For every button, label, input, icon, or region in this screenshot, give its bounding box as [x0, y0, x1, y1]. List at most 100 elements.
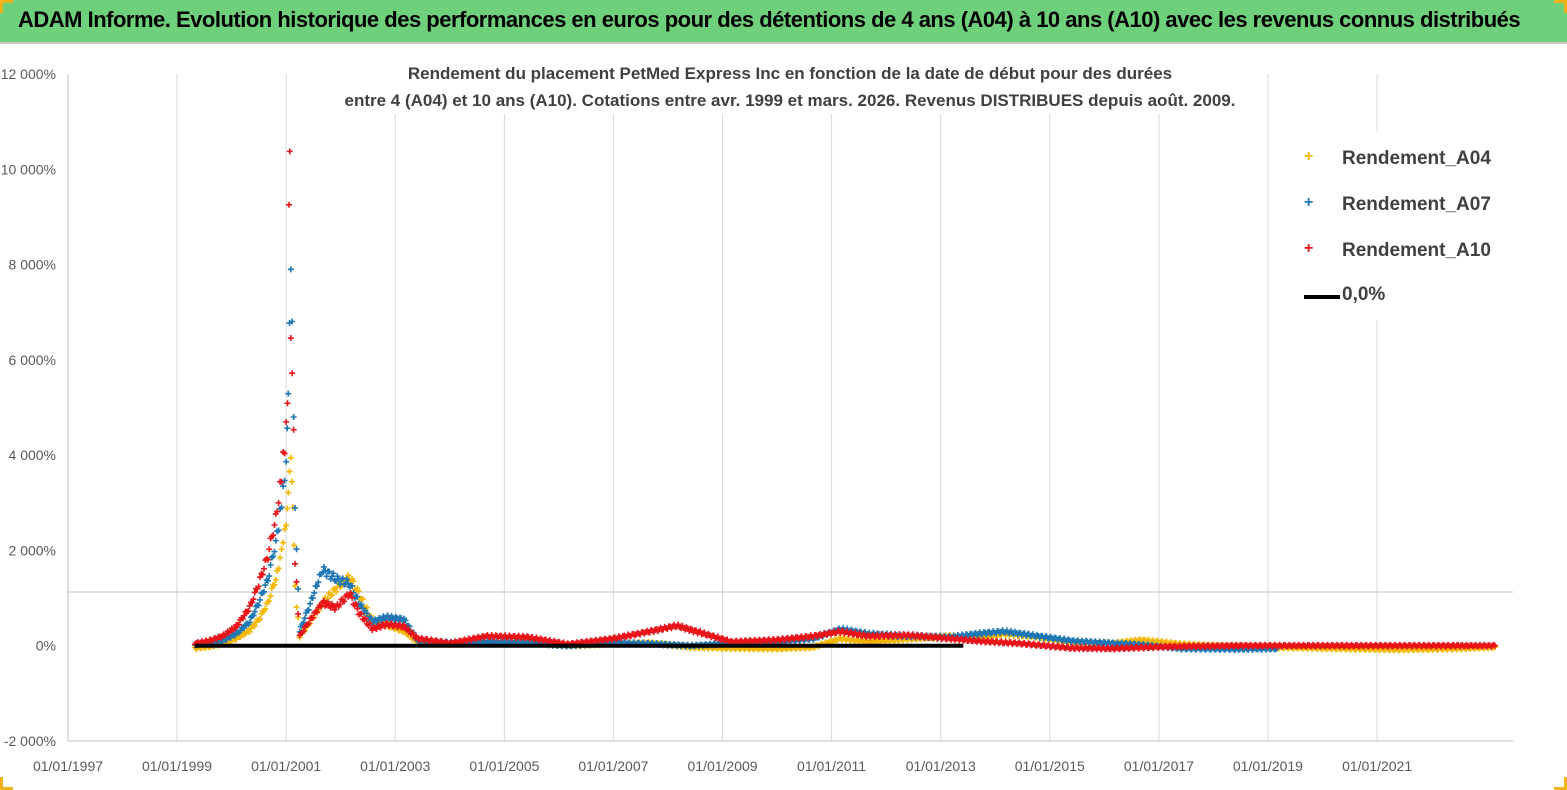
corner-mark: [1554, 777, 1567, 790]
data-point: [275, 527, 282, 534]
data-point: [270, 532, 277, 539]
data-point: [277, 554, 284, 561]
data-point: [271, 548, 278, 555]
data-point: [363, 610, 370, 617]
data-point: [231, 625, 238, 632]
data-point: [333, 588, 340, 595]
data-point: [268, 585, 275, 592]
data-point: [262, 582, 269, 589]
legend-item-a04: + Rendement_A04: [1278, 146, 1514, 176]
data-point: [293, 604, 300, 611]
data-point: [280, 539, 287, 546]
data-point: [311, 589, 318, 596]
data-point: [241, 612, 248, 619]
data-point: [362, 615, 369, 622]
data-point: [366, 620, 373, 627]
data-point: [291, 582, 298, 589]
data-point: [300, 628, 307, 635]
data-point: [358, 610, 365, 617]
legend-label: Rendement_A04: [1342, 148, 1491, 169]
y-tick-label: 10 000%: [1, 161, 56, 177]
data-point: [251, 622, 258, 629]
data-point: [249, 599, 256, 606]
data-point: [281, 526, 288, 533]
data-point: [274, 508, 281, 515]
legend-label: 0,0%: [1342, 284, 1386, 305]
axes: 01/01/1997 01/01/1999 01/01/2001 01/01/2003…: [1, 66, 1513, 774]
data-point: [257, 615, 264, 622]
chart-title-line-1: Rendement du placement PetMed Express In…: [407, 64, 1173, 83]
corner-mark: [0, 777, 13, 790]
data-point: [295, 585, 302, 592]
data-point: [345, 572, 352, 579]
data-point: [250, 596, 257, 603]
data-point: [266, 546, 273, 553]
x-tick-label: 01/01/2019: [1233, 758, 1303, 774]
data-point: [290, 413, 297, 420]
x-tick-label: 01/01/2007: [578, 758, 648, 774]
data-point: [271, 581, 278, 588]
data-point: [301, 615, 308, 622]
data-point: [245, 607, 252, 614]
data-point: [341, 598, 348, 605]
data-point: [266, 598, 273, 605]
data-point: [1491, 642, 1498, 649]
data-point: [363, 604, 370, 611]
data-point: [355, 588, 362, 595]
data-point: [330, 570, 337, 577]
data-point: [305, 620, 312, 627]
data-point: [267, 592, 274, 599]
x-tick-label: 01/01/2015: [1015, 758, 1085, 774]
plus-marker-icon: +: [1304, 194, 1314, 211]
data-point: [289, 370, 296, 377]
data-point: [354, 593, 361, 600]
x-tick-label: 01/01/2017: [1124, 758, 1194, 774]
data-point: [337, 601, 344, 608]
y-tick-label: 2 000%: [9, 542, 56, 558]
data-point: [264, 556, 271, 563]
data-point: [326, 568, 333, 575]
y-tick-label: 8 000%: [9, 257, 56, 273]
data-point: [293, 546, 300, 553]
data-point: [291, 504, 298, 511]
data-point: [353, 601, 360, 608]
data-point: [262, 605, 269, 612]
data-point: [278, 546, 285, 553]
chart-title: Rendement du placement PetMed Express In…: [320, 60, 1260, 114]
data-point: [239, 615, 246, 622]
data-point: [347, 590, 354, 597]
data-point: [402, 617, 409, 624]
data-point: [266, 573, 273, 580]
corner-mark: [1554, 0, 1567, 13]
legend-item-a10: + Rendement_A10: [1278, 238, 1514, 268]
data-point: [246, 619, 253, 626]
data-point: [286, 468, 293, 475]
data-point: [320, 597, 327, 604]
data-point: [272, 537, 279, 544]
data-point: [309, 614, 316, 621]
data-point: [350, 578, 357, 585]
data-point: [255, 583, 262, 590]
data-point: [246, 602, 253, 609]
data-point: [320, 563, 327, 570]
data-point: [289, 318, 296, 325]
x-tick-label: 01/01/2003: [360, 758, 430, 774]
x-tick-label: 01/01/2001: [251, 758, 321, 774]
y-tick-label: -2 000%: [4, 733, 56, 749]
data-point: [339, 575, 346, 582]
report-title: ADAM Informe. Evolution historique des p…: [18, 7, 1521, 32]
data-point: [328, 592, 335, 599]
data-point: [349, 582, 356, 589]
data-point: [313, 609, 320, 616]
data-point: [267, 562, 274, 569]
data-point: [287, 335, 294, 342]
data-point: [323, 573, 330, 580]
x-tick-label: 01/01/2005: [469, 758, 539, 774]
series-rendement-a07: [191, 266, 1280, 654]
x-tick-label: 01/01/2021: [1342, 758, 1412, 774]
data-point: [283, 418, 290, 425]
data-point: [354, 605, 361, 612]
line-marker-icon: [1304, 295, 1340, 299]
data-point: [288, 478, 295, 485]
x-tick-label: 01/01/2009: [688, 758, 758, 774]
